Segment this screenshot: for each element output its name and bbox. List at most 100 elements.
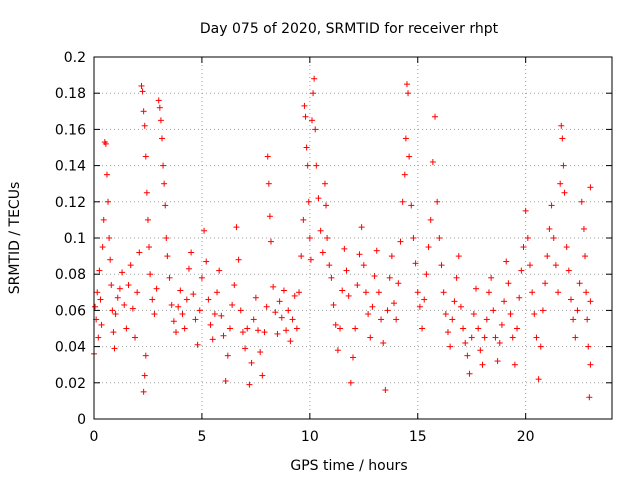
data-point xyxy=(323,202,330,209)
data-point xyxy=(406,153,413,160)
data-point xyxy=(481,334,488,341)
data-point xyxy=(587,298,594,305)
data-point xyxy=(477,347,484,354)
data-point xyxy=(429,158,436,165)
data-point xyxy=(402,135,409,142)
data-point xyxy=(522,207,529,214)
data-point xyxy=(106,235,113,241)
data-point xyxy=(160,162,167,169)
data-point xyxy=(136,249,143,256)
data-point xyxy=(470,311,477,318)
data-point xyxy=(139,88,146,95)
x-tick-label: 10 xyxy=(301,429,319,445)
data-point xyxy=(293,325,300,332)
data-point xyxy=(214,289,221,296)
data-point xyxy=(196,307,203,314)
data-point xyxy=(175,303,182,310)
data-point xyxy=(391,300,398,307)
data-point xyxy=(319,249,326,256)
data-point xyxy=(479,361,486,368)
data-point xyxy=(447,343,454,350)
data-point xyxy=(237,307,244,314)
data-point xyxy=(587,361,594,368)
data-point xyxy=(432,113,439,120)
data-point xyxy=(570,316,577,323)
data-point xyxy=(494,358,501,365)
data-point xyxy=(112,311,119,318)
data-point xyxy=(289,316,296,323)
data-point xyxy=(339,287,346,294)
data-point xyxy=(96,267,103,274)
data-point xyxy=(444,329,451,336)
data-point xyxy=(226,325,233,332)
data-point xyxy=(436,235,443,241)
data-point xyxy=(334,347,341,354)
data-point xyxy=(326,262,333,269)
data-point xyxy=(347,379,354,386)
data-point xyxy=(218,312,225,319)
data-point xyxy=(239,329,246,336)
data-point xyxy=(449,316,456,323)
data-point xyxy=(511,361,518,368)
data-point xyxy=(405,90,412,97)
data-point xyxy=(138,82,145,89)
data-point xyxy=(116,285,123,292)
data-point xyxy=(585,343,592,350)
data-point xyxy=(565,267,572,274)
y-tick-label: 0.12 xyxy=(55,195,86,211)
data-point xyxy=(410,235,417,241)
data-point xyxy=(252,294,259,301)
data-point xyxy=(188,249,195,256)
data-point xyxy=(438,262,445,269)
data-point xyxy=(209,336,216,343)
data-point xyxy=(310,90,317,97)
data-point xyxy=(560,162,567,169)
data-point xyxy=(369,303,376,310)
y-tick-label: 0.18 xyxy=(55,86,86,102)
data-point xyxy=(270,283,277,290)
data-point xyxy=(488,274,495,281)
data-point xyxy=(233,224,240,231)
y-tick-label: 0.04 xyxy=(55,340,86,356)
data-point xyxy=(302,113,309,120)
data-point xyxy=(125,282,132,289)
data-point xyxy=(501,298,508,305)
data-point xyxy=(108,282,115,289)
data-point xyxy=(505,280,512,287)
data-point xyxy=(317,227,324,234)
data-point xyxy=(250,316,257,323)
data-point xyxy=(572,334,579,341)
data-point xyxy=(192,316,199,323)
data-point xyxy=(315,195,322,202)
data-point xyxy=(332,321,339,328)
data-point xyxy=(98,321,105,328)
data-point xyxy=(143,189,150,196)
data-point xyxy=(285,307,292,314)
data-point xyxy=(231,282,238,289)
data-point xyxy=(142,352,149,359)
data-point xyxy=(367,334,374,341)
data-point xyxy=(503,258,510,265)
data-point xyxy=(313,162,320,169)
data-point xyxy=(408,202,415,209)
data-point xyxy=(365,311,372,318)
data-point xyxy=(584,316,591,323)
data-point xyxy=(388,253,395,260)
data-point xyxy=(539,307,546,314)
data-point xyxy=(555,289,562,296)
data-point xyxy=(194,341,201,348)
data-point xyxy=(311,75,318,82)
data-point xyxy=(94,289,101,296)
data-point xyxy=(421,296,428,303)
y-tick-label: 0.2 xyxy=(64,50,86,66)
data-point xyxy=(531,311,538,318)
data-point xyxy=(114,294,121,301)
data-point xyxy=(457,303,464,310)
data-point xyxy=(156,104,163,111)
y-tick-label: 0 xyxy=(77,412,86,428)
data-point xyxy=(177,287,184,294)
data-point xyxy=(509,334,516,341)
data-point xyxy=(535,376,542,383)
data-point xyxy=(442,311,449,318)
data-point xyxy=(373,247,380,254)
